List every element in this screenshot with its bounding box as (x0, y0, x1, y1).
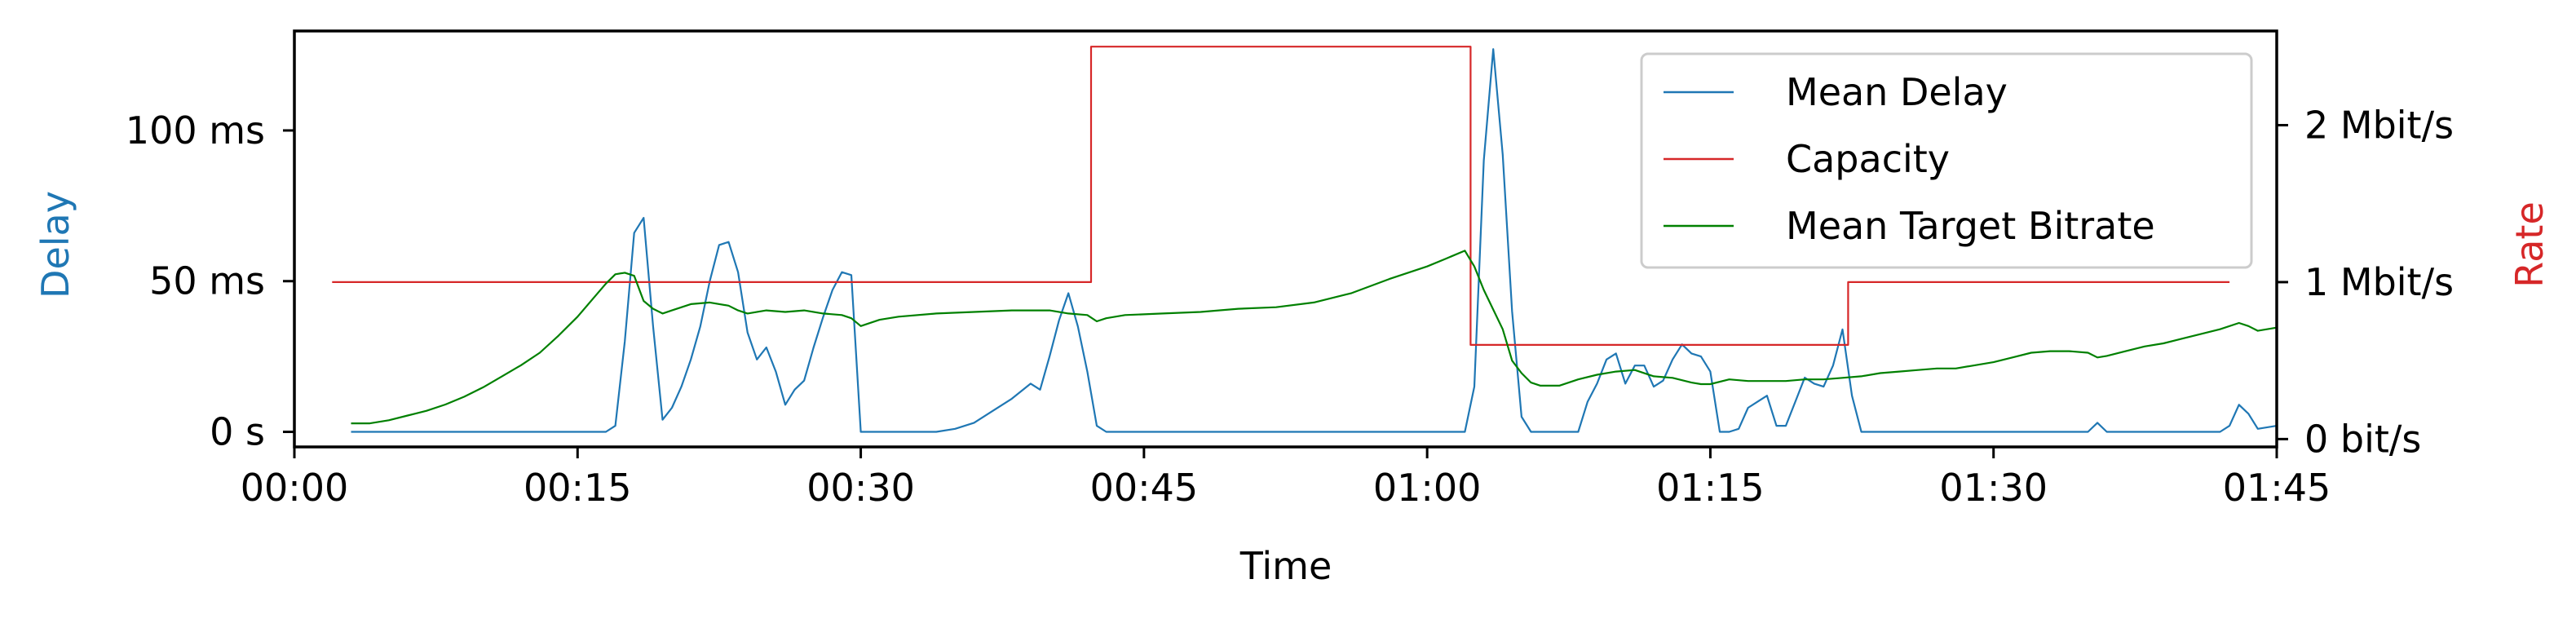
legend-label-mean-target-bitrate: Mean Target Bitrate (1786, 204, 2155, 248)
right-y-tick-label: 0 bit/s (2304, 417, 2421, 461)
right-axis-title: Rate (2508, 201, 2552, 287)
right-y-tick-label: 2 Mbit/s (2304, 103, 2454, 147)
x-axis-title: Time (1239, 544, 1332, 588)
legend-label-mean-delay: Mean Delay (1786, 70, 2008, 114)
x-tick-label: 00:45 (1090, 466, 1199, 510)
left-y-tick-label: 50 ms (149, 259, 265, 303)
legend-label-capacity: Capacity (1786, 137, 1950, 181)
x-tick-label: 01:00 (1373, 466, 1482, 510)
x-tick-label: 01:45 (2223, 466, 2331, 510)
left-y-tick-label: 100 ms (126, 108, 265, 153)
series-line-mean-delay (351, 48, 2278, 433)
x-tick-label: 00:15 (524, 466, 632, 510)
x-tick-label: 01:30 (1939, 466, 2048, 510)
x-tick-label: 01:15 (1656, 466, 1765, 510)
legend-box (1640, 52, 2253, 269)
series-line-mean-target-bitrate (351, 250, 2278, 425)
series-layer (332, 46, 2278, 433)
legend: Mean Delay Capacity Mean Target Bitrate (1640, 52, 2253, 269)
right-y-tick-label: 1 Mbit/s (2304, 260, 2454, 304)
x-tick-label: 00:00 (241, 466, 349, 510)
legend-items: Mean Delay Capacity Mean Target Bitrate (1664, 70, 2155, 248)
x-tick-label: 00:30 (806, 466, 915, 510)
left-axis-title: Delay (33, 191, 77, 298)
plot-frame (293, 29, 2278, 449)
axis-layer: 00:00 00:15 00:30 00:45 01:00 01:15 01:30 01:45… (126, 103, 2454, 510)
series-line-capacity (332, 46, 2230, 346)
left-y-tick-label: 0 s (210, 410, 265, 454)
